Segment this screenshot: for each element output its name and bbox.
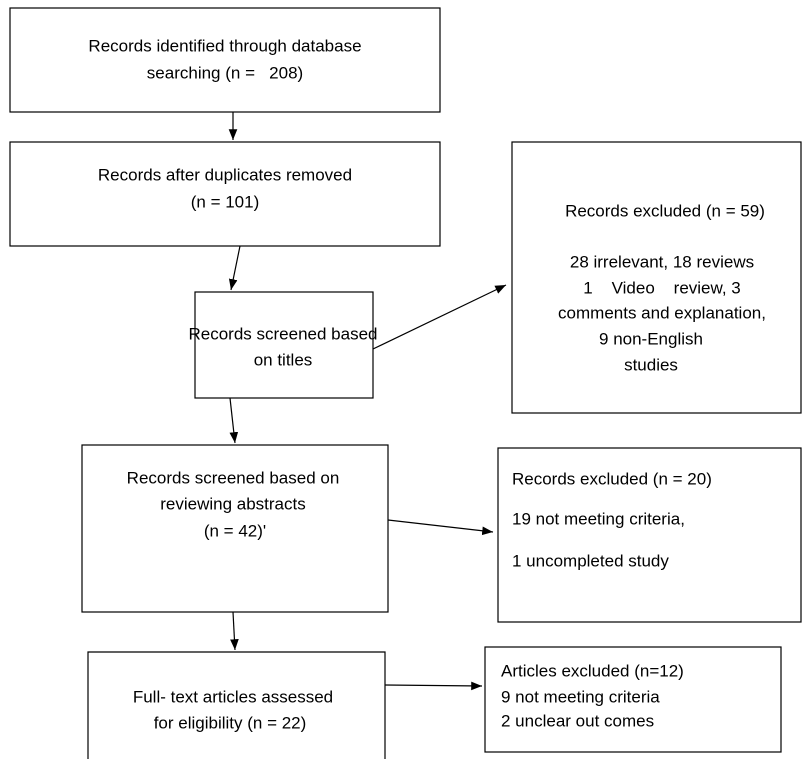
node-text: 19 not meeting criteria, [512,509,685,528]
node-text: 2 unclear out comes [501,711,654,730]
arrow [384,681,483,691]
node-text: 9 not meeting criteria [501,687,660,706]
node-text: comments and explanation, [558,303,766,322]
node-text: (n = 42)' [204,521,266,540]
node-text: (n = 101) [191,192,260,211]
arrow [229,397,239,444]
arrow [372,284,507,350]
node-text: Records identified through database [88,36,361,55]
node-text: Articles excluded (n=12) [501,661,684,680]
node-text: Records after duplicates removed [98,165,352,184]
node-text: reviewing abstracts [160,494,306,513]
box-screened-titles [194,291,374,399]
box-identified [9,7,441,113]
node-text: Records excluded (n = 59) [565,201,765,220]
box-excluded-titles [511,141,802,414]
node-text: 1 Video review, 3 [583,278,741,297]
arrow [228,245,241,291]
node-text: Records screened based [188,324,377,343]
box-screened-abstracts [81,444,389,613]
box-excluded-abstracts [497,447,802,623]
box-full-text [87,651,386,759]
box-excluded-articles [484,646,782,753]
node-text: studies [624,355,678,374]
arrow [230,611,239,651]
box-duplicates-removed [9,141,441,247]
node-text: Records screened based on [127,468,340,487]
node-text: searching (n = 208) [147,63,303,82]
node-text: Full- text articles assessed [133,687,333,706]
arrow [387,519,494,536]
node-text: Records excluded (n = 20) [512,469,712,488]
node-text: 1 uncompleted study [512,551,669,570]
node-text: on titles [254,350,313,369]
node-text: 28 irrelevant, 18 reviews [570,252,754,271]
node-text: for eligibility (n = 22) [154,713,307,732]
node-text: 9 non-English [599,329,703,348]
